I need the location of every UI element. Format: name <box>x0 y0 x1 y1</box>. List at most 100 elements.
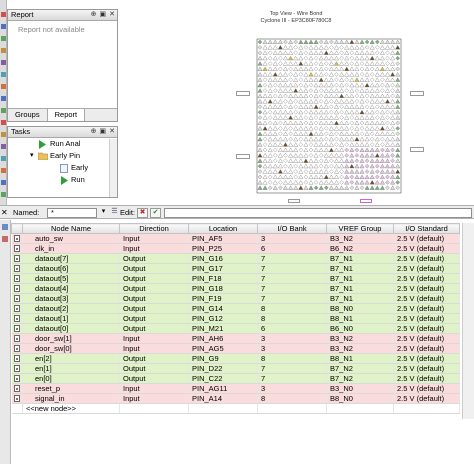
package-pin[interactable] <box>298 180 304 185</box>
package-pin[interactable] <box>344 39 350 44</box>
table-row[interactable]: dataout[5] Output PIN_F18 7 B7_N1 2.5 V (defa… <box>11 273 460 284</box>
package-pin[interactable] <box>273 93 278 99</box>
package-pin[interactable] <box>257 142 263 147</box>
package-pin[interactable] <box>379 61 385 66</box>
package-pin[interactable] <box>385 180 390 185</box>
package-pin[interactable] <box>349 82 355 88</box>
vref-group-cell[interactable]: B7_N1 <box>326 293 394 304</box>
package-pin[interactable] <box>313 109 319 115</box>
package-pin[interactable] <box>288 66 293 72</box>
package-pin[interactable] <box>298 55 304 61</box>
package-pin[interactable] <box>288 126 293 131</box>
package-pin[interactable] <box>298 126 304 131</box>
package-pin[interactable] <box>267 93 273 98</box>
package-pin[interactable] <box>257 82 263 88</box>
package-pin[interactable] <box>354 45 360 50</box>
package-pin[interactable] <box>344 66 350 71</box>
package-pin[interactable] <box>369 55 375 61</box>
package-pin[interactable] <box>390 99 396 104</box>
package-pin[interactable] <box>359 185 365 191</box>
vref-group-cell[interactable]: B7_N2 <box>326 373 394 384</box>
package-pin[interactable] <box>374 99 380 104</box>
package-pin[interactable] <box>318 88 324 93</box>
task-item[interactable]: ▾ Early Pin <box>8 150 117 162</box>
package-pin[interactable] <box>384 77 391 82</box>
package-pin[interactable] <box>349 180 355 185</box>
package-pin[interactable] <box>313 104 319 109</box>
package-pin[interactable] <box>384 45 391 50</box>
package-pin[interactable] <box>375 115 380 120</box>
package-pin[interactable] <box>313 55 319 61</box>
package-pin[interactable] <box>334 131 339 137</box>
package-pin[interactable] <box>344 72 350 77</box>
direction-cell[interactable]: Output <box>119 253 189 264</box>
tool-icon[interactable] <box>1 156 6 161</box>
package-pin[interactable] <box>369 77 375 83</box>
package-pin[interactable] <box>282 174 289 179</box>
package-pin[interactable] <box>298 147 304 153</box>
package-pin[interactable] <box>257 61 263 66</box>
tool-icon[interactable] <box>1 192 6 197</box>
package-pin[interactable] <box>267 126 273 131</box>
package-pin[interactable] <box>344 126 350 131</box>
package-pin[interactable] <box>339 169 344 174</box>
package-pin[interactable] <box>379 163 385 169</box>
package-pin[interactable] <box>333 50 340 55</box>
package-pin[interactable] <box>333 45 340 50</box>
package-pin[interactable] <box>323 88 329 93</box>
package-pin[interactable] <box>339 55 344 61</box>
package-pin[interactable] <box>293 50 298 56</box>
package-pin[interactable] <box>339 153 345 158</box>
package-pin[interactable] <box>303 136 309 142</box>
vref-group-cell[interactable]: B7_N1 <box>326 253 394 264</box>
package-pin[interactable] <box>379 180 385 185</box>
package-pin[interactable] <box>328 115 334 120</box>
package-pin[interactable] <box>364 174 370 179</box>
package-pin[interactable] <box>262 55 268 61</box>
package-pin[interactable] <box>379 169 385 174</box>
io-bank-cell[interactable]: 6 <box>257 243 327 254</box>
package-pin[interactable] <box>308 66 314 71</box>
package-pin[interactable] <box>395 93 401 98</box>
location-cell[interactable]: PIN_G17 <box>188 263 258 274</box>
package-pin[interactable] <box>374 131 380 136</box>
package-pin[interactable] <box>257 72 263 77</box>
io-bank-cell[interactable]: 8 <box>257 313 327 324</box>
tab-groups[interactable]: Groups <box>8 109 48 121</box>
package-pin[interactable] <box>318 72 324 77</box>
package-pin[interactable] <box>384 142 391 147</box>
io-standard-cell[interactable]: 2.5 V (default) <box>393 383 460 394</box>
package-pin[interactable] <box>318 93 324 99</box>
direction-cell[interactable]: Output <box>119 273 189 284</box>
package-pin[interactable] <box>328 136 334 142</box>
package-pin[interactable] <box>324 61 329 66</box>
package-pin[interactable] <box>328 185 334 190</box>
location-cell[interactable]: PIN_F19 <box>188 293 258 304</box>
package-pin[interactable] <box>384 72 391 77</box>
package-pin[interactable] <box>262 115 268 120</box>
package-pin[interactable] <box>298 120 304 125</box>
package-pin[interactable] <box>329 163 334 169</box>
package-pin[interactable] <box>308 82 314 88</box>
location-cell[interactable]: PIN_G18 <box>188 283 258 294</box>
package-pin[interactable] <box>328 82 334 88</box>
table-row[interactable]: dataout[2] Output PIN_G14 8 B8_N0 2.5 V (defa… <box>11 303 460 314</box>
package-pin[interactable] <box>333 88 340 93</box>
vref-group-cell[interactable]: B7_N2 <box>326 363 394 374</box>
package-pin[interactable] <box>323 93 329 98</box>
package-pin[interactable] <box>308 120 314 125</box>
package-pin[interactable] <box>359 163 365 169</box>
package-pin[interactable] <box>272 174 278 179</box>
package-pin[interactable] <box>369 82 375 88</box>
package-pin[interactable] <box>303 93 309 98</box>
tool-icon[interactable] <box>1 48 6 53</box>
package-pin[interactable] <box>288 180 294 185</box>
package-pin[interactable] <box>262 158 268 163</box>
node-name-cell[interactable]: en[0] <box>22 373 120 384</box>
package-pin[interactable] <box>359 158 365 163</box>
package-pin[interactable] <box>339 61 345 66</box>
package-pin[interactable] <box>282 169 289 174</box>
package-pin[interactable] <box>273 82 278 88</box>
package-pin[interactable] <box>333 66 340 71</box>
package-pin[interactable] <box>318 180 324 185</box>
